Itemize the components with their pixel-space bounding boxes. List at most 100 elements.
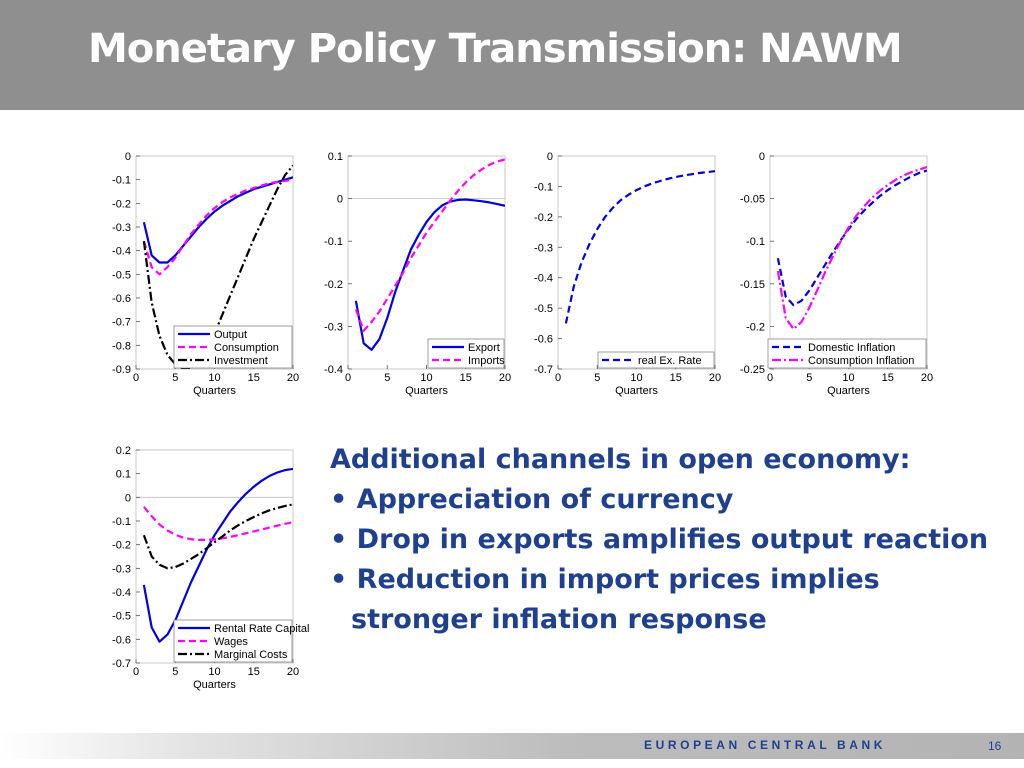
x-tick-label: 10 <box>842 372 854 384</box>
y-tick-label: 0 <box>759 151 765 163</box>
y-tick-label: -0.1 <box>746 236 765 248</box>
series-line-investment <box>142 164 293 369</box>
legend-box <box>767 338 927 369</box>
series-line-output <box>142 176 293 264</box>
x-tick-label: 0 <box>555 372 561 384</box>
x-tick-label: 0 <box>345 372 351 384</box>
y-tick-label: -0.4 <box>112 587 131 599</box>
x-tick-label: 15 <box>248 666 260 678</box>
x-tick-label: 5 <box>806 372 812 384</box>
y-tick-label: 0 <box>337 194 343 206</box>
chart-inflation: 0-0.05-0.1-0.15-0.2-0.250 5 10 15 20Quarters… <box>740 151 933 397</box>
y-tick-label: -0.25 <box>740 364 765 376</box>
slide-title: Monetary Policy Transmission: NAWM <box>88 26 903 72</box>
x-axis-label: Quarters <box>615 385 658 397</box>
x-tick-label: 5 <box>384 372 390 384</box>
x-tick-label: 15 <box>460 372 472 384</box>
x-tick-label: 15 <box>248 372 260 384</box>
x-tick-label: 15 <box>670 372 682 384</box>
x-tick-label: 10 <box>208 666 220 678</box>
legend-label: Consumption <box>214 342 279 354</box>
series-line-consumption <box>142 178 293 276</box>
x-axis-label: Quarters <box>193 679 236 691</box>
legend-label: Output <box>214 329 247 341</box>
x-axis-label: Quarters <box>193 385 236 397</box>
y-tick-label: -0.7 <box>112 317 131 329</box>
bullet-text-block: Additional channels in open economy: • A… <box>330 440 1020 640</box>
y-tick-label: -0.2 <box>112 198 131 210</box>
y-tick-label: -0.6 <box>112 634 131 646</box>
bullet-item: • Appreciation of currency <box>330 484 734 515</box>
y-tick-label: -0.1 <box>534 181 553 193</box>
legend-label: Imports <box>468 355 505 367</box>
x-tick-label: 10 <box>420 372 432 384</box>
y-tick-label: -0.7 <box>534 364 553 376</box>
x-tick-label: 20 <box>921 372 933 384</box>
x-tick-label: 0 <box>133 372 139 384</box>
bullet-item: • Reduction in import prices implies str… <box>330 564 880 635</box>
series-line-wages <box>143 506 293 542</box>
footer-bar <box>0 733 1024 759</box>
series-line-marginal-costs <box>142 503 293 570</box>
y-tick-label: -0.3 <box>112 222 131 234</box>
y-tick-label: 0 <box>125 492 131 504</box>
chart-real-exchange-rate: 0-0.1-0.2-0.3-0.4-0.5-0.6-0.70 5 10 15 20Qua… <box>534 151 721 397</box>
plot-area <box>557 155 716 370</box>
chart-output-consumption-investment: 0-0.1-0.2-0.3-0.4-0.5-0.6-0.7-0.8-0.90 5 1… <box>112 151 299 397</box>
legend-label: Wages <box>214 636 248 648</box>
bullet-text: Drop in exports amplifies output reactio… <box>356 524 989 555</box>
y-tick-label: -0.1 <box>112 175 131 187</box>
bullets-heading: Additional channels in open economy: <box>330 444 911 475</box>
y-tick-label: -0.6 <box>534 334 553 346</box>
x-tick-label: 0 <box>767 372 773 384</box>
x-tick-label: 15 <box>882 372 894 384</box>
x-tick-label: 20 <box>287 666 299 678</box>
y-tick-label: -0.05 <box>740 194 765 206</box>
y-tick-label: 0.1 <box>116 469 131 481</box>
x-tick-label: 5 <box>172 372 178 384</box>
y-tick-label: -0.5 <box>534 303 553 315</box>
x-tick-label: 0 <box>133 666 139 678</box>
header-bar <box>0 0 1024 110</box>
plot-area <box>347 155 506 370</box>
legend-label: Export <box>468 342 500 354</box>
series-line-rental-rate-capital <box>142 467 293 643</box>
x-tick-label: 20 <box>499 372 511 384</box>
y-tick-label: 0.1 <box>328 151 343 163</box>
y-tick-label: 0.2 <box>116 445 131 457</box>
y-tick-label: -0.5 <box>112 611 131 623</box>
legend-label: Marginal Costs <box>214 649 288 661</box>
y-tick-label: -0.3 <box>324 321 343 333</box>
x-tick-label: 20 <box>709 372 721 384</box>
chart-export-imports: 0.10-0.1-0.2-0.3-0.40 5 10 15 20QuartersExpo… <box>324 151 511 397</box>
legend-box <box>427 338 505 369</box>
x-axis-label: Quarters <box>827 385 870 397</box>
x-tick-label: 5 <box>172 666 178 678</box>
series-line-consumption-inflation <box>776 166 927 331</box>
legend-label: Consumption Inflation <box>808 355 914 367</box>
y-tick-label: -0.1 <box>324 236 343 248</box>
y-tick-label: -0.3 <box>112 563 131 575</box>
legend-label: Investment <box>214 355 268 367</box>
x-tick-label: 10 <box>208 372 220 384</box>
bullet-item: • Drop in exports amplifies output react… <box>330 524 989 555</box>
bullet-text: Appreciation of currency <box>356 484 734 515</box>
plot-area <box>769 155 928 370</box>
legend-label: Rental Rate Capital <box>214 623 309 635</box>
series-line-export <box>354 198 505 351</box>
y-tick-label: -0.4 <box>534 273 553 285</box>
y-tick-label: 0 <box>125 151 131 163</box>
y-tick-label: -0.2 <box>324 279 343 291</box>
y-tick-label: -0.2 <box>746 321 765 333</box>
y-tick-label: -0.8 <box>112 340 131 352</box>
y-tick-label: -0.1 <box>112 516 131 528</box>
y-tick-label: -0.4 <box>112 246 131 258</box>
legend-box <box>597 351 715 369</box>
x-axis-label: Quarters <box>405 385 448 397</box>
legend-label: real Ex. Rate <box>638 355 702 367</box>
y-tick-label: -0.2 <box>112 540 131 552</box>
footer-organization: EUROPEAN CENTRAL BANK <box>644 738 887 752</box>
page-number: 16 <box>988 739 1002 753</box>
legend-label: Domestic Inflation <box>808 342 895 354</box>
series-line-imports <box>354 158 505 332</box>
